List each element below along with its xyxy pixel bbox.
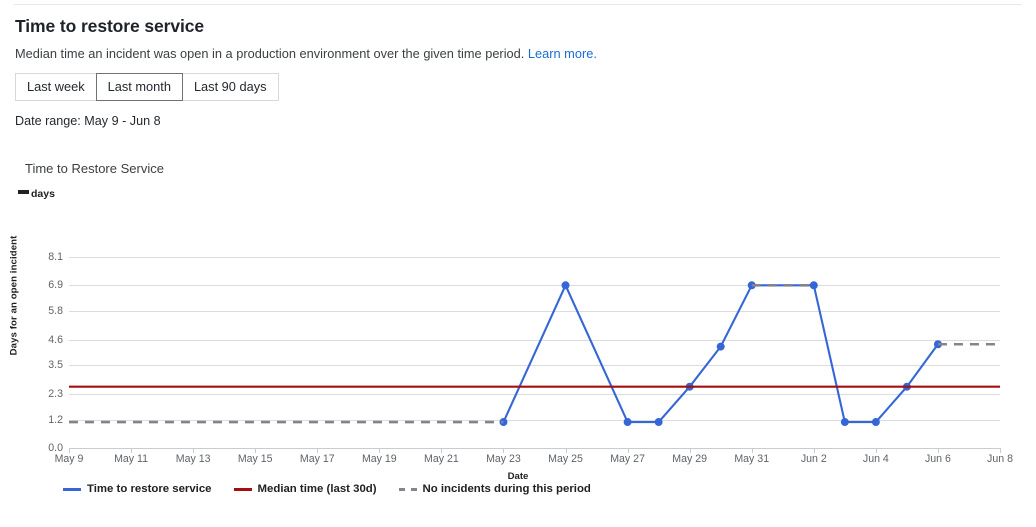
y-tick-label: 0.0 <box>48 442 63 454</box>
x-tick-mark <box>379 448 381 453</box>
gridline <box>69 339 1000 341</box>
gridline <box>69 285 1000 287</box>
x-tick-label: May 31 <box>734 453 770 465</box>
x-tick-mark <box>937 448 939 453</box>
x-tick-label: Jun 8 <box>987 453 1013 465</box>
legend-swatch-icon <box>233 487 252 491</box>
data-point-marker <box>871 418 880 427</box>
legend-label: Time to restore service <box>87 483 212 495</box>
legend-label: Median time (last 30d) <box>257 483 377 495</box>
x-tick-label: May 11 <box>114 453 149 465</box>
subtitle-text: Median time an incident was open in a pr… <box>15 46 525 61</box>
x-tick-mark <box>193 448 195 453</box>
legend-item[interactable]: Median time (last 30d) <box>233 483 377 495</box>
y-tick-label: 4.6 <box>48 333 63 346</box>
x-tick-mark <box>751 448 753 453</box>
x-tick-mark <box>131 448 133 453</box>
data-point-marker <box>840 418 849 427</box>
x-tick-label: May 29 <box>672 453 708 465</box>
y-tick-label: 1.2 <box>48 413 63 426</box>
data-point-marker <box>561 281 570 290</box>
chart-unit-legend: days <box>18 188 55 200</box>
y-tick-label: 5.8 <box>48 305 63 318</box>
data-point-marker <box>654 418 663 427</box>
unit-dash-icon <box>18 190 29 194</box>
x-tick-label: May 15 <box>237 453 273 465</box>
data-point-marker <box>716 342 725 351</box>
x-axis-title: Date <box>507 471 529 482</box>
legend-swatch-icon <box>398 487 417 491</box>
x-tick-mark <box>255 448 257 453</box>
x-tick-label: May 9 <box>54 453 84 465</box>
x-tick-mark <box>627 448 629 453</box>
x-tick-label: May 17 <box>299 453 335 465</box>
restore-time-line <box>502 282 939 424</box>
x-tick-mark <box>503 448 505 453</box>
unit-label: days <box>31 188 55 200</box>
gridline <box>69 448 1000 449</box>
chart-title: Time to Restore Service <box>25 161 164 176</box>
x-tick-mark <box>813 448 815 453</box>
x-tick-label: May 23 <box>486 453 521 465</box>
x-tick-label: May 13 <box>175 453 211 465</box>
top-divider <box>14 4 1022 5</box>
x-tick-mark <box>875 448 877 453</box>
x-tick-label: May 19 <box>361 453 397 465</box>
x-tick-mark <box>441 448 443 453</box>
x-tick-mark <box>69 448 70 453</box>
data-point-marker <box>623 418 632 427</box>
gridline <box>69 419 1000 421</box>
learn-more-link[interactable]: Learn more. <box>527 46 597 61</box>
page-subtitle: Median time an incident was open in a pr… <box>15 46 597 61</box>
date-range-tabs[interactable]: Last week Last month Last 90 days <box>15 73 279 101</box>
x-tick-mark <box>317 448 319 453</box>
legend-swatch-icon <box>63 487 81 491</box>
legend-item[interactable]: No incidents during this period <box>398 483 591 495</box>
y-tick-label: 2.3 <box>48 387 63 400</box>
tab-last-90-days[interactable]: Last 90 days <box>181 73 279 101</box>
gridline <box>69 257 1000 258</box>
gridline <box>69 365 1000 367</box>
gridline <box>69 311 1000 313</box>
x-tick-label: Jun 4 <box>862 453 889 465</box>
page-title: Time to restore service <box>15 16 205 36</box>
x-tick-label: May 27 <box>610 453 645 465</box>
date-range-label: Date range: May 9 - Jun 8 <box>15 114 161 128</box>
legend-item[interactable]: Time to restore service <box>63 483 212 495</box>
x-tick-label: May 21 <box>424 453 459 465</box>
x-tick-mark <box>565 448 567 453</box>
data-point-marker <box>809 281 818 290</box>
y-tick-label: 3.5 <box>48 359 63 372</box>
y-tick-label: 8.1 <box>48 251 63 263</box>
tab-last-week[interactable]: Last week <box>15 73 97 101</box>
x-tick-mark <box>1000 448 1001 453</box>
x-tick-label: May 25 <box>548 453 583 465</box>
tab-last-month[interactable]: Last month <box>95 73 183 101</box>
gridline <box>69 393 1000 395</box>
x-tick-label: Jun 6 <box>924 453 951 465</box>
x-tick-mark <box>689 448 691 453</box>
chart-legend: Time to restore service Median time (last… <box>63 483 591 495</box>
legend-label: No incidents during this period <box>422 483 591 495</box>
x-tick-label: Jun 2 <box>800 453 827 465</box>
y-tick-label: 6.9 <box>48 279 63 292</box>
